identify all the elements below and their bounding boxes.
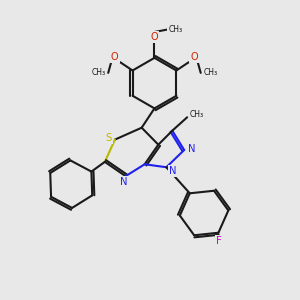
Text: N: N <box>188 143 195 154</box>
Text: O: O <box>190 52 198 62</box>
Text: F: F <box>215 236 221 246</box>
Text: S: S <box>105 133 112 143</box>
Text: N: N <box>169 166 176 176</box>
Text: O: O <box>151 32 158 42</box>
Text: CH₃: CH₃ <box>92 68 106 77</box>
Text: O: O <box>111 52 118 62</box>
Text: CH₃: CH₃ <box>190 110 204 119</box>
Text: CH₃: CH₃ <box>203 68 217 77</box>
Text: CH₃: CH₃ <box>168 25 182 34</box>
Text: N: N <box>120 177 128 187</box>
